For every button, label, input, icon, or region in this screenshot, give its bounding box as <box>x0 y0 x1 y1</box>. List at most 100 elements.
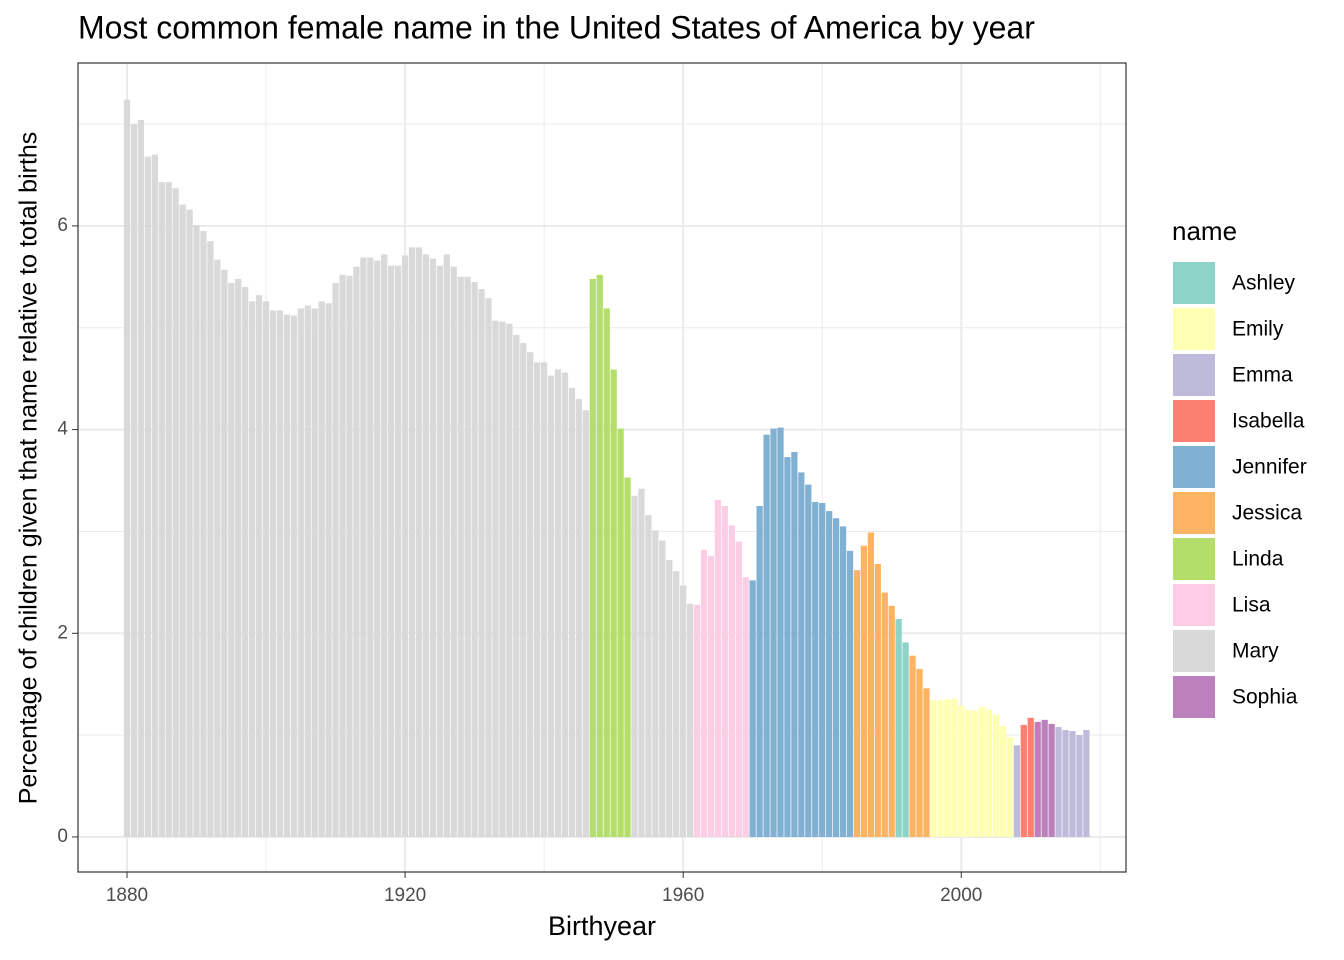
bar <box>534 362 541 837</box>
y-tick-label: 0 <box>57 826 68 847</box>
bar <box>381 254 388 837</box>
bar <box>193 224 200 837</box>
bar <box>249 301 256 837</box>
bar <box>179 204 186 837</box>
bar <box>895 619 902 837</box>
bar <box>937 700 944 837</box>
bar <box>367 257 374 837</box>
bar <box>436 265 443 837</box>
y-tick-label: 2 <box>57 622 68 643</box>
legend-key <box>1173 584 1215 626</box>
bar <box>853 570 861 837</box>
bar <box>1055 726 1062 837</box>
bar <box>374 260 381 837</box>
bar <box>388 265 395 837</box>
bar <box>826 511 833 837</box>
bar <box>401 255 409 837</box>
bar <box>395 265 402 837</box>
bar <box>1076 735 1083 837</box>
bar <box>1013 745 1020 837</box>
legend-label: Linda <box>1232 548 1284 571</box>
x-tick-label: 1960 <box>662 885 704 906</box>
bar <box>283 314 291 837</box>
legend-key <box>1173 630 1215 672</box>
bar <box>186 209 193 837</box>
legend-key <box>1173 308 1215 350</box>
bar <box>659 540 666 837</box>
bar <box>575 399 583 837</box>
bar <box>707 555 715 837</box>
legend-key <box>1173 262 1215 304</box>
bar <box>596 274 603 837</box>
x-axis-label: Birthyear <box>548 911 656 941</box>
bar <box>881 592 888 837</box>
bar <box>763 434 770 837</box>
legend-label: Lisa <box>1232 594 1271 617</box>
bar <box>610 369 617 837</box>
bar <box>673 571 680 837</box>
bar <box>547 375 555 837</box>
legend-label: Emily <box>1232 318 1284 341</box>
bar <box>471 281 478 837</box>
bar <box>499 321 506 837</box>
legend-key <box>1173 676 1215 718</box>
legend-label: Sophia <box>1232 686 1298 709</box>
bar <box>819 502 826 837</box>
bar <box>756 505 763 837</box>
bar <box>944 699 951 837</box>
bar <box>318 301 325 837</box>
bar <box>1041 719 1048 837</box>
bar <box>999 725 1007 837</box>
bar <box>805 484 812 837</box>
y-tick-label: 6 <box>57 215 68 236</box>
x-tick-label: 2000 <box>940 885 982 906</box>
bar <box>867 532 874 837</box>
bar <box>422 254 430 837</box>
bar <box>172 188 179 837</box>
bar <box>742 577 749 837</box>
legend-label: Jennifer <box>1232 456 1307 479</box>
bar <box>874 564 881 837</box>
bar <box>304 305 311 837</box>
bar <box>165 182 172 837</box>
bar <box>137 120 145 837</box>
bar <box>916 668 923 837</box>
bar <box>478 289 485 837</box>
bar <box>839 526 847 837</box>
bar <box>527 352 534 837</box>
legend-label: Isabella <box>1232 410 1305 433</box>
bar <box>1083 730 1090 837</box>
bar <box>930 700 937 837</box>
bar <box>214 259 221 837</box>
bar <box>888 605 895 837</box>
bar <box>485 298 492 837</box>
x-tick-label: 1920 <box>384 885 426 906</box>
bar <box>450 266 457 837</box>
bar <box>985 709 993 837</box>
bar <box>860 545 868 837</box>
bar <box>457 276 464 837</box>
bar <box>207 241 214 837</box>
bar <box>276 310 284 837</box>
bar <box>513 334 520 837</box>
bar <box>242 287 249 837</box>
bar <box>492 320 499 837</box>
bar <box>784 457 791 837</box>
bar <box>770 428 777 837</box>
bar <box>158 182 165 837</box>
bar <box>151 154 158 837</box>
bar <box>680 585 687 837</box>
bar <box>415 247 423 837</box>
bar <box>728 525 735 837</box>
legend-key <box>1173 538 1215 580</box>
bar <box>686 603 694 837</box>
bar <box>714 499 722 837</box>
bar <box>464 276 471 837</box>
bar <box>332 282 339 837</box>
bar <box>638 488 645 837</box>
bar <box>972 710 979 837</box>
bar <box>992 714 1000 837</box>
legend-title: name <box>1172 216 1237 246</box>
bar <box>735 541 742 837</box>
